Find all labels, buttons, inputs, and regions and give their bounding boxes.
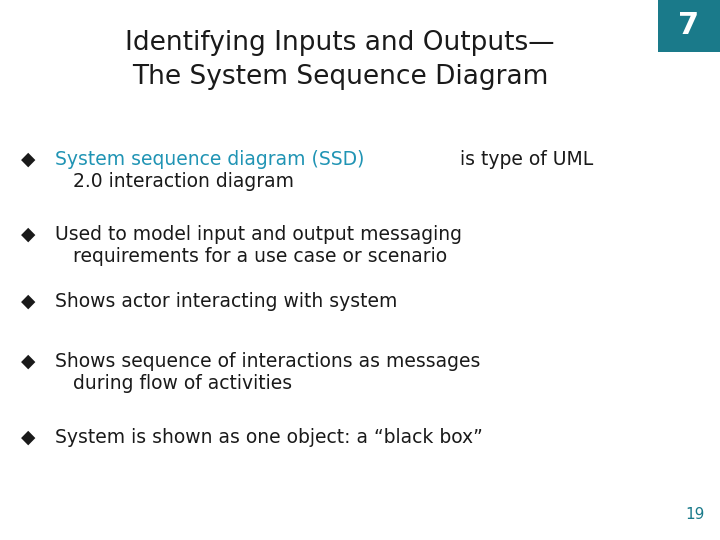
FancyBboxPatch shape bbox=[658, 0, 720, 52]
Text: Shows actor interacting with system: Shows actor interacting with system bbox=[55, 292, 397, 311]
Text: 7: 7 bbox=[678, 11, 700, 40]
Text: during flow of activities: during flow of activities bbox=[73, 374, 292, 393]
Text: Identifying Inputs and Outputs—
The System Sequence Diagram: Identifying Inputs and Outputs— The Syst… bbox=[125, 30, 554, 90]
Text: 2.0 interaction diagram: 2.0 interaction diagram bbox=[73, 172, 294, 191]
Text: System is shown as one object: a “black box”: System is shown as one object: a “black … bbox=[55, 428, 482, 447]
Text: Used to model input and output messaging: Used to model input and output messaging bbox=[55, 225, 462, 244]
Text: ◆: ◆ bbox=[21, 352, 35, 371]
Text: ◆: ◆ bbox=[21, 292, 35, 311]
Text: ◆: ◆ bbox=[21, 225, 35, 244]
Text: is type of UML: is type of UML bbox=[454, 150, 593, 169]
Text: ◆: ◆ bbox=[21, 150, 35, 169]
Text: ◆: ◆ bbox=[21, 428, 35, 447]
Text: 19: 19 bbox=[685, 507, 705, 522]
Text: requirements for a use case or scenario: requirements for a use case or scenario bbox=[73, 247, 447, 266]
Text: System sequence diagram (SSD): System sequence diagram (SSD) bbox=[55, 150, 364, 169]
Text: Shows sequence of interactions as messages: Shows sequence of interactions as messag… bbox=[55, 352, 480, 371]
